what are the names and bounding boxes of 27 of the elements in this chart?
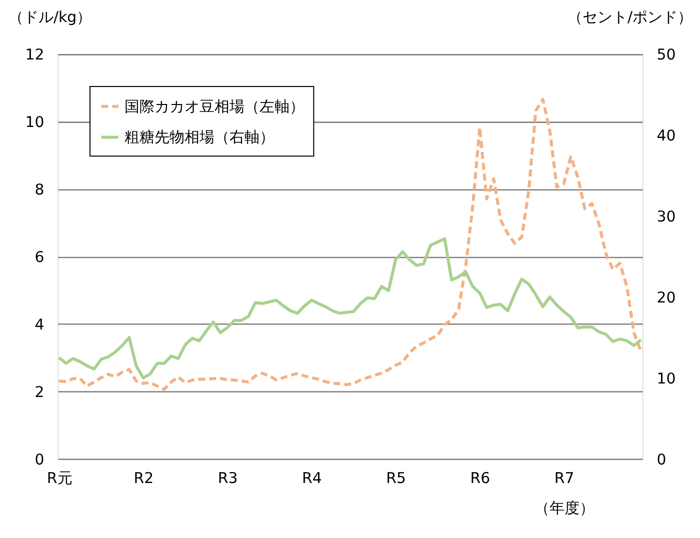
- y-axis-title: （ドル/kg）: [8, 8, 92, 26]
- x-tick-label: R元: [46, 469, 72, 488]
- x-tick-label: R6: [470, 469, 490, 488]
- y-tick-label: 0: [34, 450, 44, 468]
- y-tick-label: 8: [34, 180, 44, 199]
- x-tick-label: R4: [302, 469, 322, 488]
- x-tick-label: R3: [218, 469, 238, 488]
- y2-tick-label: 10: [656, 369, 676, 388]
- y2-tick-label: 50: [656, 46, 676, 64]
- y-tick-label: 12: [25, 46, 44, 64]
- y2-tick-label: 0: [656, 450, 666, 468]
- legend-label: 国際カカオ豆相場（左軸）: [124, 97, 304, 116]
- y-tick-label: 10: [25, 113, 44, 132]
- y-tick-label: 4: [34, 315, 44, 334]
- x-tick-label: R5: [386, 469, 406, 488]
- x-axis-title: （年度）: [534, 499, 594, 518]
- y2-axis-title: （セント/ポンド）: [568, 8, 693, 26]
- y-tick-label: 6: [34, 248, 44, 266]
- y2-tick-label: 40: [656, 126, 676, 145]
- y2-tick-label: 20: [656, 288, 676, 306]
- line-series: [58, 98, 642, 391]
- x-tick-label: R2: [134, 469, 154, 488]
- line-series: [58, 237, 642, 380]
- x-tick-label: R7: [554, 469, 574, 488]
- legend-label: 粗糖先物相場（右軸）: [124, 128, 274, 146]
- y-tick-label: 2: [34, 382, 44, 401]
- y2-tick-label: 30: [656, 208, 676, 226]
